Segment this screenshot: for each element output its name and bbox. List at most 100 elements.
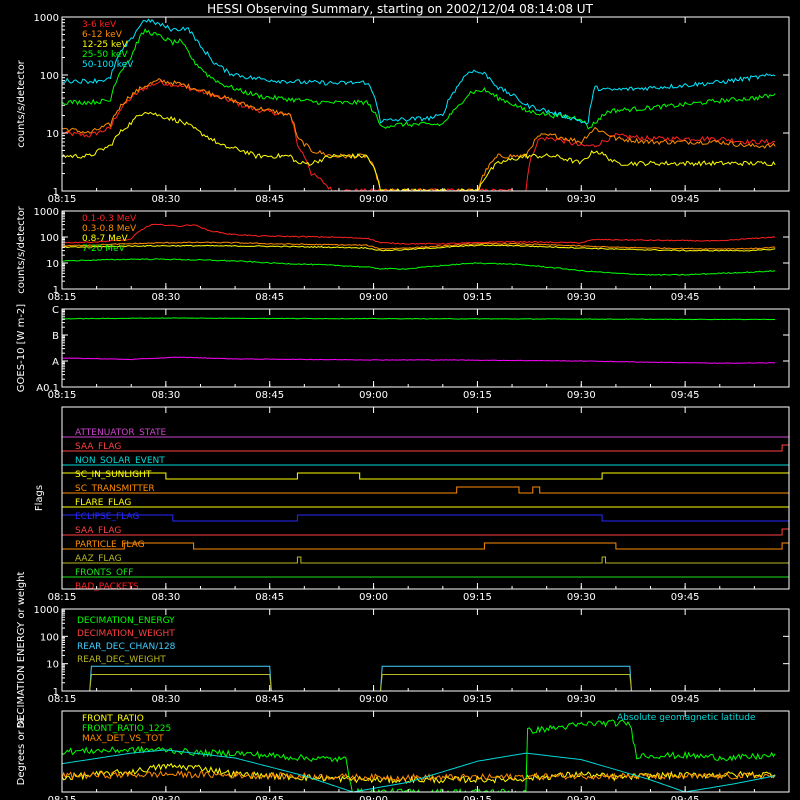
flag-trace bbox=[62, 528, 789, 536]
x-tick-label: 08:45 bbox=[255, 390, 284, 401]
x-tick-label: 08:15 bbox=[48, 795, 77, 800]
x-tick-label: 08:30 bbox=[151, 795, 180, 800]
y-tick-label: 100 bbox=[40, 233, 59, 244]
legend-entry: DECIMATION_ENERGY bbox=[77, 616, 175, 626]
series-line bbox=[62, 770, 776, 782]
panel-decimation: 08:15 08:30 08:45 09:00 09:15 09:30 09:45 1 10 10… bbox=[16, 571, 790, 728]
y-tick-label: 1000 bbox=[34, 207, 59, 218]
panel-frame bbox=[61, 308, 790, 388]
y-tick-label: A0.1 bbox=[36, 383, 59, 394]
flag-label: ECLIPSE_FLAG bbox=[75, 512, 139, 522]
panel-frame bbox=[61, 608, 790, 692]
flag-trace bbox=[62, 514, 789, 522]
flag-trace bbox=[62, 542, 789, 550]
x-tick-label: 09:30 bbox=[567, 694, 596, 705]
legend-entry: 6-12 keV bbox=[82, 30, 123, 40]
x-tick-label: 08:45 bbox=[255, 795, 284, 800]
y-tick-label: 10 bbox=[46, 129, 59, 140]
panel-goes: 08:15 08:30 08:45 09:00 09:15 09:30 09:45 A0.1 A… bbox=[16, 304, 790, 401]
legend-entry: REAR_DEC_CHAN/128 bbox=[77, 642, 176, 652]
series-line bbox=[62, 665, 789, 691]
legend-entry: DECIMATION_WEIGHT bbox=[77, 629, 175, 639]
y-axis-label: Degrees or % bbox=[16, 718, 27, 786]
legend-entry: 0.1-0.3 MeV bbox=[82, 214, 137, 224]
y-axis-label: Flags bbox=[34, 485, 45, 511]
x-tick-label: 08:30 bbox=[151, 194, 180, 205]
series-line bbox=[62, 18, 776, 125]
flag-label: SC_IN_SUNLIGHT bbox=[75, 470, 152, 480]
x-tick-label: 08:30 bbox=[151, 694, 180, 705]
x-tick-label: 09:15 bbox=[463, 390, 492, 401]
panel-flags: ATTENUATOR_STATE SAA_FLAG NON_SOLAR_EVENT S… bbox=[34, 406, 790, 603]
flag-trace bbox=[62, 486, 789, 494]
y-tick-label: 1 bbox=[53, 285, 59, 296]
legend-entry: 12-25 keV bbox=[82, 40, 128, 50]
annotation-text: Absolute geomagnetic latitude bbox=[617, 713, 756, 723]
legend-entry: 50-100 keV bbox=[82, 60, 134, 70]
series-line bbox=[62, 77, 776, 191]
flag-label: SAA_FLAG bbox=[75, 442, 121, 452]
x-tick-label: 09:45 bbox=[671, 390, 700, 401]
x-tick-label: 08:15 bbox=[48, 292, 77, 303]
series-line bbox=[62, 223, 776, 245]
series-line bbox=[62, 317, 776, 321]
x-tick-label: 09:15 bbox=[463, 292, 492, 303]
figure-title: HESSI Observing Summary, starting on 200… bbox=[207, 2, 593, 16]
panels-group: 08:15 08:30 08:45 09:00 09:15 09:30 09:4511010… bbox=[16, 13, 790, 800]
legend-entry: 0.3-0.8 MeV bbox=[82, 224, 137, 234]
series-line bbox=[62, 27, 776, 130]
y-tick-label: 10 bbox=[46, 259, 59, 270]
y-tick-label: A bbox=[52, 357, 59, 368]
x-tick-label: 09:45 bbox=[671, 592, 700, 603]
flag-label: FLARE_FLAG bbox=[75, 498, 131, 508]
x-tick-label: 08:15 bbox=[48, 194, 77, 205]
x-tick-label: 09:45 bbox=[671, 694, 700, 705]
x-tick-label: 08:45 bbox=[255, 592, 284, 603]
y-tick-label: 1000 bbox=[34, 13, 59, 24]
x-tick-label: 08:30 bbox=[151, 592, 180, 603]
x-tick-label: 08:15 bbox=[48, 592, 77, 603]
x-tick-label: 09:45 bbox=[671, 194, 700, 205]
x-tick-label: 09:00 bbox=[359, 390, 388, 401]
y-tick-label: 100 bbox=[40, 632, 59, 643]
panel-ratios: 08:15 08:30 08:45 09:00 09:15 09:30 09:45 Degre… bbox=[16, 710, 790, 800]
x-tick-label: 09:15 bbox=[463, 194, 492, 205]
series-line bbox=[62, 258, 776, 276]
flag-label: ATTENUATOR_STATE bbox=[75, 428, 167, 438]
flag-label: BAD_PACKETS bbox=[75, 582, 139, 592]
x-tick-label: 09:00 bbox=[359, 795, 388, 800]
legend-entry: FRONT_RATIO_1225 bbox=[82, 724, 171, 734]
x-tick-label: 09:00 bbox=[359, 592, 388, 603]
x-tick-label: 08:45 bbox=[255, 194, 284, 205]
y-tick-label: 1000 bbox=[34, 605, 59, 616]
series-line bbox=[62, 111, 776, 191]
panel-low-energy: 08:15 08:30 08:45 09:00 09:15 09:30 09:45 1 10 10… bbox=[16, 13, 790, 205]
flag-label: AAZ_FLAG bbox=[75, 554, 122, 564]
x-tick-label: 08:15 bbox=[48, 694, 77, 705]
x-tick-label: 09:15 bbox=[463, 694, 492, 705]
legend-entry: MAX_DET_VS_TOT bbox=[82, 734, 164, 744]
x-tick-label: 09:00 bbox=[359, 694, 388, 705]
legend-entry: REAR_DEC_WEIGHT bbox=[77, 655, 166, 665]
flag-trace bbox=[62, 472, 789, 480]
panel-frame bbox=[61, 406, 790, 590]
flag-label: PARTICLE_FLAG bbox=[75, 540, 145, 550]
y-axis-label: counts/s/detector bbox=[16, 205, 27, 293]
x-tick-label: 09:15 bbox=[463, 795, 492, 800]
legend-entry: 7-20 MeV bbox=[82, 244, 126, 254]
flag-trace bbox=[62, 444, 789, 452]
series-line bbox=[62, 79, 776, 191]
series-line bbox=[62, 244, 776, 252]
panel-frame bbox=[61, 210, 790, 290]
legend-entry: 0.8-7 MeV bbox=[82, 234, 128, 244]
x-tick-label: 09:45 bbox=[671, 292, 700, 303]
flag-trace bbox=[62, 556, 789, 564]
y-tick-label: 10 bbox=[46, 660, 59, 671]
y-tick-label: C bbox=[52, 305, 59, 316]
legend-entry: FRONT_RATIO bbox=[82, 714, 144, 724]
series-line bbox=[62, 241, 776, 250]
y-tick-label: 100 bbox=[40, 71, 59, 82]
x-tick-label: 09:00 bbox=[359, 292, 388, 303]
y-tick-label: 1 bbox=[53, 187, 59, 198]
